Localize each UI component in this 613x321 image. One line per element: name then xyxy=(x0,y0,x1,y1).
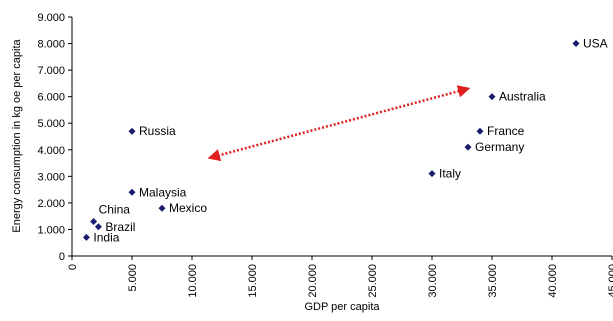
x-tick-label: 5.000 xyxy=(127,264,139,292)
point-label: Mexico xyxy=(169,201,207,215)
y-axis-title: Energy consumption in kg oe per capita xyxy=(11,39,23,233)
data-point-usa: USA xyxy=(572,37,608,51)
x-tick-label: 45.000 xyxy=(607,264,613,298)
diamond-marker xyxy=(82,233,90,241)
x-tick-label: 20.000 xyxy=(307,264,319,298)
y-tick-label: 3.000 xyxy=(37,171,65,183)
diamond-marker xyxy=(572,40,580,48)
x-tick-label: 30.000 xyxy=(427,264,439,298)
data-point-india: India xyxy=(82,230,120,244)
y-tick-label: 1.000 xyxy=(37,224,65,236)
x-axis-title: GDP per capita xyxy=(304,301,380,313)
y-tick-label: 0 xyxy=(59,251,65,263)
trend-arrow-group xyxy=(207,85,471,162)
diamond-marker xyxy=(428,170,436,178)
axes xyxy=(71,17,612,257)
point-label: Russia xyxy=(139,124,176,138)
data-point-germany: Germany xyxy=(464,140,524,154)
data-point-france: France xyxy=(476,124,525,138)
x-tick-label: 15.000 xyxy=(247,264,259,298)
x-tick-label: 40.000 xyxy=(547,264,559,298)
point-label: France xyxy=(487,124,525,138)
data-point-australia: Australia xyxy=(488,90,546,104)
diamond-marker xyxy=(128,188,136,196)
diamond-marker xyxy=(94,223,102,231)
diamond-marker xyxy=(158,204,166,212)
data-point-brazil: Brazil xyxy=(94,220,135,234)
x-tick-label: 35.000 xyxy=(487,264,499,298)
x-tick-label: 10.000 xyxy=(187,264,199,298)
x-tick-label: 0 xyxy=(67,264,79,270)
y-tick-label: 8.000 xyxy=(37,39,65,51)
point-label: Malaysia xyxy=(139,185,187,199)
y-tick-label: 5.000 xyxy=(37,118,65,130)
diamond-marker xyxy=(90,217,98,225)
point-label: China xyxy=(99,202,131,216)
y-tick-label: 6.000 xyxy=(37,92,65,104)
y-tick-label: 2.000 xyxy=(37,198,65,210)
y-tick-label: 7.000 xyxy=(37,65,65,77)
diamond-marker xyxy=(476,127,484,135)
point-label: Australia xyxy=(499,90,546,104)
point-label: Germany xyxy=(475,140,524,154)
data-point-malaysia: Malaysia xyxy=(128,185,187,199)
trend-arrow xyxy=(207,85,471,162)
data-point-italy: Italy xyxy=(428,167,461,181)
x-tick-label: 25.000 xyxy=(367,264,379,298)
data-point-russia: Russia xyxy=(128,124,176,138)
x-axis-ticks: 0 5.000 10.000 15.000 20.000 25.000 30.000 35.0… xyxy=(67,256,613,298)
diamond-marker xyxy=(128,127,136,135)
point-label: Italy xyxy=(439,167,461,181)
point-label: India xyxy=(93,230,119,244)
diamond-marker xyxy=(464,143,472,151)
y-axis-ticks: 0 1.000 2.000 3.000 4.000 5.000 6.000 7.000 8.00… xyxy=(37,12,72,263)
y-tick-label: 9.000 xyxy=(37,12,65,24)
y-tick-label: 4.000 xyxy=(37,145,65,157)
data-point-mexico: Mexico xyxy=(158,201,207,215)
diamond-marker xyxy=(488,93,496,101)
point-label: USA xyxy=(583,37,608,51)
data-point-china: China xyxy=(90,202,130,225)
point-label: Brazil xyxy=(105,220,135,234)
